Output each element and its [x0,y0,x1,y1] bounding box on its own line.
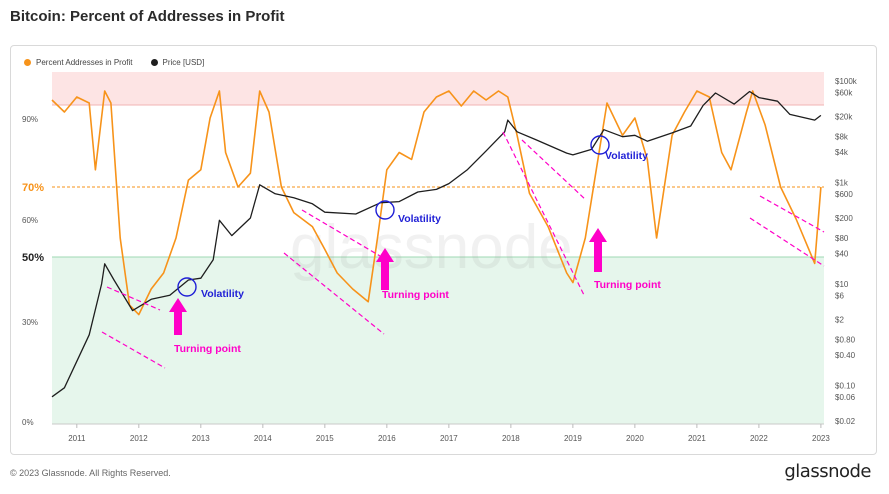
turning-point-arrowhead [169,298,187,312]
trend-line [101,331,166,369]
right-tick-label: $2 [835,315,844,324]
annotation-label: Volatility [605,150,648,162]
overvalued-band [52,72,824,105]
left-tick-label: 30% [22,318,38,327]
right-tick-label: $1k [835,179,849,188]
trend-line [283,252,385,335]
left-tick-label: 90% [22,115,38,124]
turning-point-arrow [174,310,182,335]
legend: Percent Addresses in Profit Price [USD] [24,58,204,67]
right-tick-label: $0.80 [835,336,856,345]
left-tick-label: 70% [22,182,44,194]
legend-label-price: Price [USD] [162,58,205,67]
x-tick-label: 2013 [192,434,210,443]
x-tick-label: 2011 [68,434,86,443]
annotation-label: Turning point [382,289,449,301]
x-tick-label: 2018 [502,434,520,443]
right-tick-label: $20k [835,112,853,121]
trend-line [521,139,587,201]
right-tick-label: $60k [835,88,853,97]
legend-label-profit: Percent Addresses in Profit [36,58,133,67]
x-tick-label: 2017 [440,434,458,443]
x-tick-label: 2014 [254,434,272,443]
volatility-circle [375,200,395,220]
watermark: glassnode [290,213,573,282]
right-tick-label: $0.10 [835,382,856,391]
series-lines [51,90,822,398]
left-axis: 0% 30% 50% 60% 70% 90% [22,115,44,427]
volatility-circle [590,135,610,155]
left-tick-label: 0% [22,418,34,427]
volatility-circle [177,277,197,297]
turning-point-arrowhead [376,248,394,262]
undervalued-band [52,257,824,424]
chart-title: Bitcoin: Percent of Addresses in Profit [10,8,285,25]
left-tick-label: 50% [22,252,44,264]
legend-item-profit[interactable]: Percent Addresses in Profit [24,58,133,67]
right-axis: $100k $60k $20k $8k $4k $1k $600 $200 $80 $40 $10 $… [835,77,858,426]
annotation-label: Volatility [201,288,244,300]
x-tick-label: 2021 [688,434,706,443]
right-tick-label: $600 [835,190,853,199]
right-tick-label: $200 [835,214,853,223]
x-tick-label: 2012 [130,434,148,443]
right-tick-label: $10 [835,280,849,289]
right-tick-label: $80 [835,234,849,243]
turning-point-arrowhead [589,228,607,242]
x-tick-label: 2023 [812,434,830,443]
right-tick-label: $100k [835,77,858,86]
x-tick-label: 2020 [626,434,644,443]
right-tick-label: $0.02 [835,417,856,426]
trend-line [749,217,825,267]
brand-logo: glassnode [784,461,871,482]
annotations: Turning point Volatility Turning point Vola… [101,131,825,369]
turning-point-arrow [594,240,602,272]
x-tick-label: 2016 [378,434,396,443]
legend-dot-profit [24,59,31,66]
annotation-label: Volatility [398,213,441,225]
copyright: © 2023 Glassnode. All Rights Reserved. [10,468,171,478]
x-tick-label: 2015 [316,434,334,443]
x-tick-label: 2019 [564,434,582,443]
trend-line [502,131,585,296]
legend-dot-price [150,59,158,66]
profit-line [51,90,822,316]
right-tick-label: $4k [835,148,849,157]
x-axis: 2011 2012 2013 2014 2015 2016 2017 2018 2019 2020… [68,424,830,443]
trend-line [759,195,825,233]
right-tick-label: $40 [835,249,849,258]
annotation-label: Turning point [594,279,661,291]
annotation-label: Turning point [174,343,241,355]
right-tick-label: $0.06 [835,393,856,402]
right-tick-label: $6 [835,291,844,300]
legend-item-price[interactable]: Price [USD] [150,58,205,67]
right-tick-label: $0.40 [835,351,856,360]
left-tick-label: 60% [22,216,38,225]
turning-point-arrow [381,260,389,290]
price-line [51,90,822,398]
trend-line [106,286,161,311]
trend-line [301,209,381,257]
x-tick-label: 2022 [750,434,768,443]
right-tick-label: $8k [835,133,849,142]
